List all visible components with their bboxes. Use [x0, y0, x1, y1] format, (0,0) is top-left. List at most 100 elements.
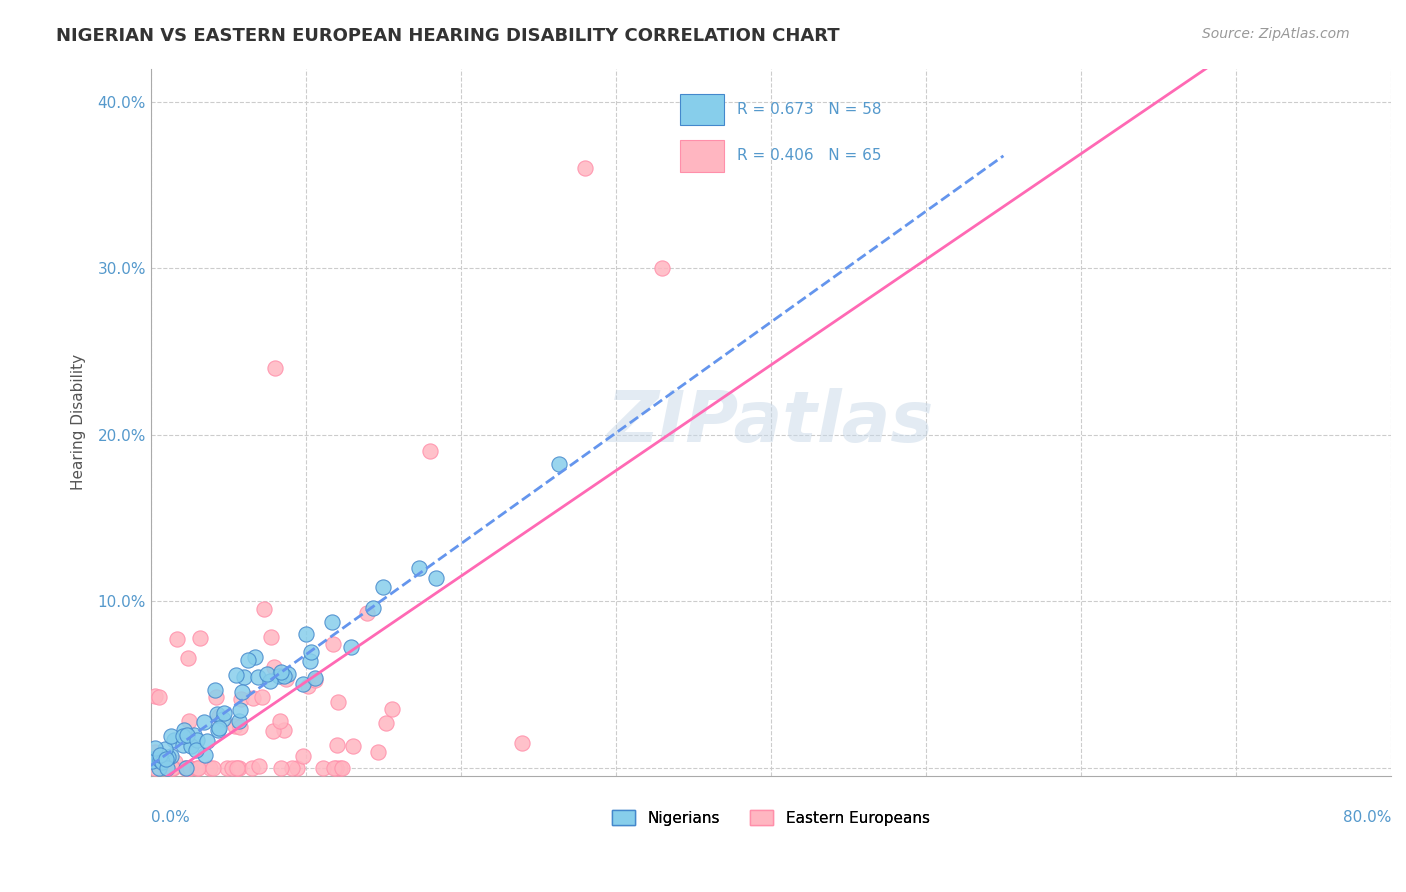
Nigerians	[160, 729, 183, 743]
Nigerians	[156, 760, 179, 774]
Nigerians	[291, 677, 314, 691]
Eastern Europeans	[217, 760, 239, 774]
Eastern Europeans	[162, 760, 184, 774]
Nigerians	[363, 600, 385, 615]
Nigerians	[207, 707, 229, 722]
Eastern Europeans	[160, 760, 183, 774]
Nigerians	[298, 654, 321, 668]
Nigerians	[548, 458, 571, 472]
Eastern Europeans	[326, 738, 349, 752]
Nigerians	[231, 685, 253, 699]
Eastern Europeans	[208, 708, 231, 723]
Nigerians	[340, 640, 363, 654]
Nigerians	[425, 570, 447, 584]
Eastern Europeans	[145, 760, 167, 774]
Nigerians	[143, 740, 166, 755]
Eastern Europeans	[165, 755, 187, 769]
Nigerians	[180, 739, 202, 753]
Eastern Europeans	[226, 760, 249, 774]
Nigerians	[233, 669, 256, 683]
Eastern Europeans	[253, 602, 276, 616]
Eastern Europeans	[228, 760, 250, 774]
Eastern Europeans	[367, 746, 389, 760]
Eastern Europeans	[263, 361, 285, 376]
Nigerians	[299, 644, 322, 658]
Nigerians	[207, 723, 229, 737]
Nigerians	[304, 671, 326, 685]
Eastern Europeans	[176, 760, 198, 774]
Nigerians	[229, 703, 252, 717]
Nigerians	[269, 668, 291, 682]
Eastern Europeans	[651, 261, 673, 276]
Nigerians	[295, 627, 318, 641]
Eastern Europeans	[262, 724, 284, 739]
Eastern Europeans	[330, 760, 353, 774]
Text: 80.0%: 80.0%	[1343, 810, 1391, 825]
Nigerians	[172, 738, 194, 752]
Eastern Europeans	[205, 690, 228, 705]
Eastern Europeans	[304, 673, 326, 687]
Eastern Europeans	[329, 760, 352, 774]
Nigerians	[148, 760, 170, 774]
Eastern Europeans	[419, 444, 441, 458]
Eastern Europeans	[510, 736, 533, 750]
Nigerians	[193, 714, 215, 729]
Eastern Europeans	[326, 695, 349, 709]
Nigerians	[225, 667, 247, 681]
Nigerians	[208, 721, 231, 735]
Nigerians	[321, 615, 343, 629]
Eastern Europeans	[240, 760, 263, 774]
Nigerians	[141, 755, 163, 769]
Nigerians	[238, 653, 260, 667]
Nigerians	[173, 723, 195, 737]
Eastern Europeans	[297, 679, 319, 693]
Nigerians	[197, 734, 219, 748]
Eastern Europeans	[381, 702, 404, 716]
Nigerians	[172, 729, 194, 743]
Eastern Europeans	[229, 720, 252, 734]
Eastern Europeans	[375, 716, 398, 731]
Eastern Europeans	[166, 632, 188, 646]
Eastern Europeans	[143, 689, 166, 703]
Nigerians	[273, 668, 295, 682]
Eastern Europeans	[269, 714, 291, 728]
Eastern Europeans	[173, 760, 195, 774]
Eastern Europeans	[179, 760, 201, 774]
Eastern Europeans	[186, 760, 208, 774]
Nigerians	[148, 753, 170, 767]
Eastern Europeans	[221, 760, 243, 774]
Eastern Europeans	[276, 673, 298, 687]
Nigerians	[163, 732, 186, 747]
Nigerians	[142, 752, 165, 766]
Eastern Europeans	[155, 760, 177, 774]
Nigerians	[153, 742, 176, 756]
Nigerians	[183, 728, 205, 742]
Eastern Europeans	[177, 650, 200, 665]
Y-axis label: Hearing Disability: Hearing Disability	[72, 354, 86, 491]
Nigerians	[214, 706, 236, 720]
Eastern Europeans	[231, 691, 253, 706]
Eastern Europeans	[201, 760, 224, 774]
Nigerians	[184, 743, 207, 757]
Nigerians	[277, 667, 299, 681]
Eastern Europeans	[198, 760, 221, 774]
Nigerians	[259, 674, 281, 689]
Nigerians	[194, 747, 217, 762]
Eastern Europeans	[325, 760, 347, 774]
Eastern Europeans	[273, 723, 295, 738]
Nigerians	[204, 683, 226, 698]
Eastern Europeans	[225, 760, 247, 774]
Nigerians	[160, 749, 183, 764]
Eastern Europeans	[250, 690, 273, 704]
Text: Source: ZipAtlas.com: Source: ZipAtlas.com	[1202, 27, 1350, 41]
Eastern Europeans	[342, 739, 364, 754]
Text: 0.0%: 0.0%	[150, 810, 190, 825]
Nigerians	[212, 712, 235, 726]
Nigerians	[228, 714, 250, 729]
Text: ZIPatlas: ZIPatlas	[607, 388, 935, 457]
Eastern Europeans	[322, 760, 344, 774]
Nigerians	[155, 751, 177, 765]
Eastern Europeans	[285, 760, 308, 774]
Eastern Europeans	[148, 690, 170, 704]
Text: NIGERIAN VS EASTERN EUROPEAN HEARING DISABILITY CORRELATION CHART: NIGERIAN VS EASTERN EUROPEAN HEARING DIS…	[56, 27, 839, 45]
